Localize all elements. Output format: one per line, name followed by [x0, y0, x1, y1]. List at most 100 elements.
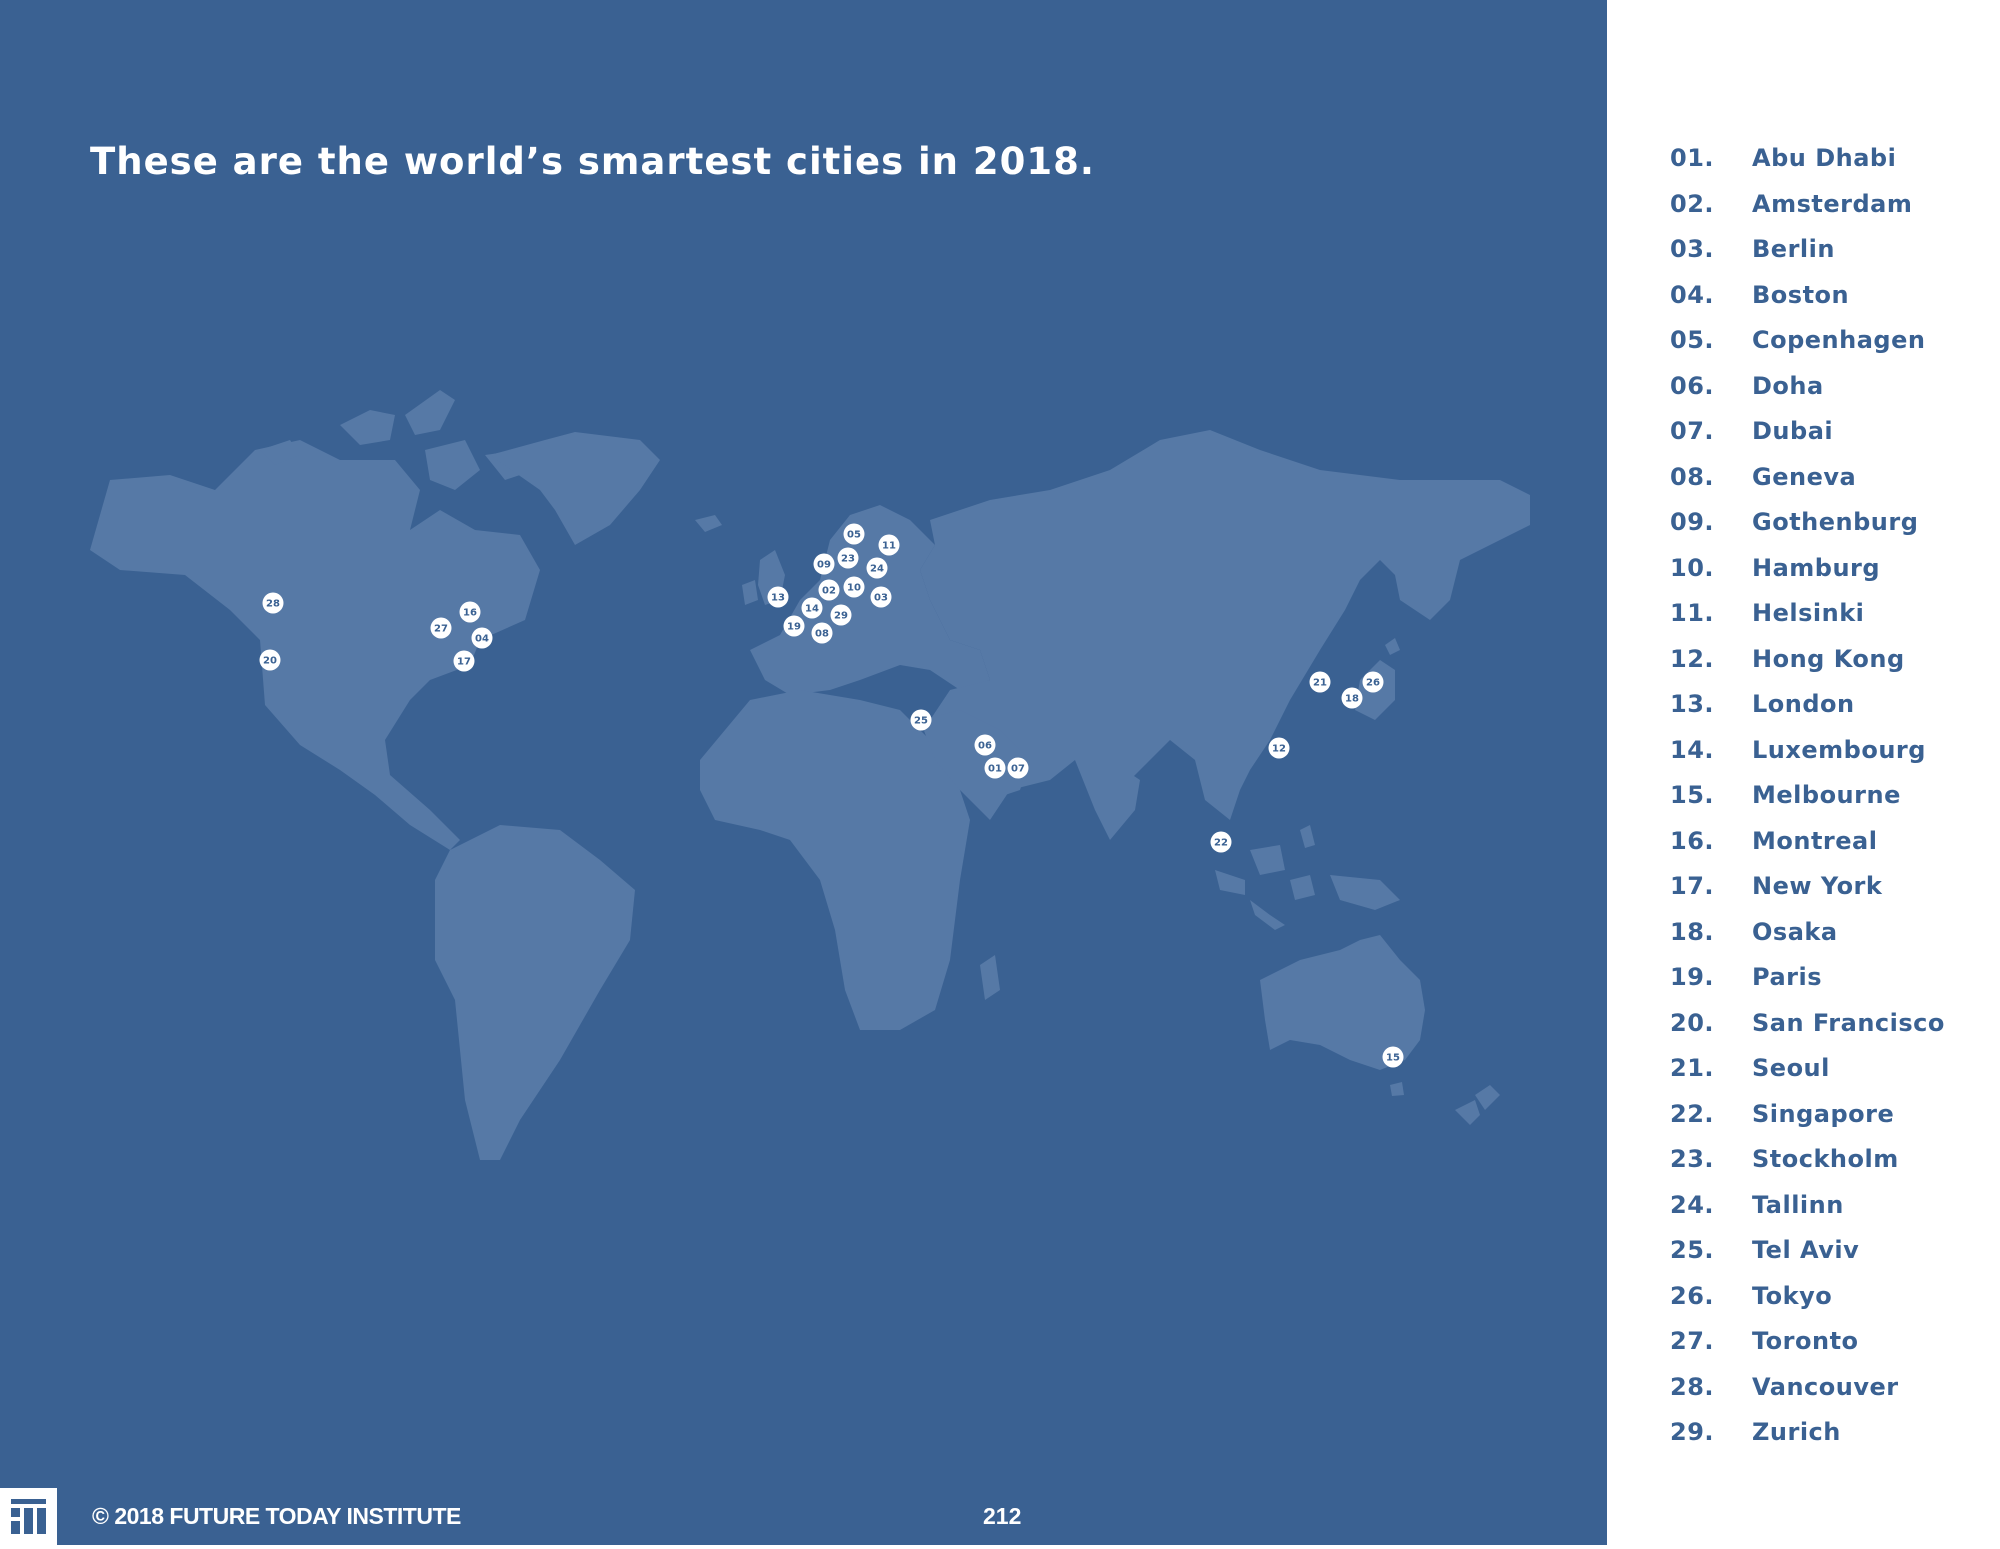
city-marker-26: 26 [1362, 671, 1384, 693]
marker-label: 13 [771, 593, 785, 604]
landmass-australia [1260, 935, 1425, 1070]
list-item: 02. Amsterdam [1670, 186, 1945, 232]
city-list: 01. Abu Dhabi 02. Amsterdam 03. Berlin 04. B… [1670, 140, 1945, 1460]
landmass-canada-islands-2 [405, 390, 455, 435]
city-number: 09. [1670, 508, 1715, 536]
marker-circle [813, 553, 835, 575]
city-name: New York [1752, 872, 1883, 900]
marker-circle [783, 615, 805, 637]
city-number: 11. [1670, 599, 1715, 627]
marker-circle [1309, 671, 1331, 693]
landmass-new-zealand-south [1455, 1100, 1480, 1125]
list-item: 05. Copenhagen [1670, 322, 1945, 368]
list-item: 28. Vancouver [1670, 1369, 1945, 1415]
marker-circle [1382, 1046, 1404, 1068]
list-item: 25. Tel Aviv [1670, 1232, 1945, 1278]
marker-circle [870, 586, 892, 608]
city-name: Osaka [1752, 917, 1838, 946]
marker-label: 09 [817, 560, 831, 571]
list-item: 20. San Francisco [1670, 1005, 1945, 1051]
city-name: Tel Aviv [1752, 1236, 1860, 1264]
list-item: 07. Dubai [1670, 413, 1945, 459]
city-marker-28: 28 [262, 592, 284, 614]
landmass-sea-islands-3 [1290, 875, 1315, 900]
list-item: 23. Stockholm [1670, 1141, 1945, 1187]
city-name: Helsinki [1752, 599, 1865, 627]
marker-label: 21 [1313, 678, 1327, 689]
city-name: Copenhagen [1752, 326, 1926, 354]
city-number: 16. [1670, 826, 1715, 855]
marker-circle [830, 604, 852, 626]
city-marker-21: 21 [1309, 671, 1331, 693]
city-marker-23: 23 [837, 547, 859, 569]
list-item: 15. Melbourne [1670, 777, 1945, 823]
city-number: 02. [1670, 189, 1715, 218]
city-marker-18: 18 [1341, 687, 1363, 709]
city-name: Montreal [1752, 826, 1878, 855]
marker-label: 17 [457, 657, 471, 668]
city-number: 07. [1670, 417, 1715, 445]
marker-circle [878, 534, 900, 556]
city-number: 15. [1670, 781, 1715, 809]
landmass-japan-north [1385, 638, 1400, 655]
city-marker-11: 11 [878, 534, 900, 556]
list-item: 19. Paris [1670, 959, 1945, 1005]
landmass-madagascar [980, 955, 1000, 1000]
city-name: Doha [1752, 371, 1824, 400]
list-item: 26. Tokyo [1670, 1278, 1945, 1324]
list-item: 17. New York [1670, 868, 1945, 914]
city-number: 29. [1670, 1418, 1715, 1446]
marker-label: 04 [475, 634, 489, 645]
city-marker-04: 04 [471, 627, 493, 649]
city-name: Singapore [1752, 1099, 1895, 1128]
marker-circle [767, 586, 789, 608]
city-name: Hong Kong [1752, 644, 1905, 673]
marker-circle [974, 734, 996, 756]
list-item: 11. Helsinki [1670, 595, 1945, 641]
marker-label: 05 [847, 530, 861, 541]
city-marker-13: 13 [767, 586, 789, 608]
list-item: 18. Osaka [1670, 914, 1945, 960]
marker-circle [471, 627, 493, 649]
city-marker-17: 17 [453, 650, 475, 672]
marker-label: 12 [1272, 744, 1286, 755]
city-name: Geneva [1752, 462, 1857, 491]
marker-label: 25 [914, 716, 928, 727]
marker-label: 20 [263, 656, 277, 667]
logo-icon [0, 1488, 57, 1545]
city-marker-03: 03 [870, 586, 892, 608]
city-number: 27. [1670, 1327, 1715, 1355]
marker-circle [837, 547, 859, 569]
city-marker-19: 19 [783, 615, 805, 637]
page-title: These are the world’s smartest cities in… [90, 140, 1095, 183]
city-number: 28. [1670, 1372, 1715, 1401]
city-name: Abu Dhabi [1752, 144, 1897, 172]
marker-label: 22 [1214, 838, 1228, 849]
city-name: Tallinn [1752, 1190, 1844, 1219]
list-item: 04. Boston [1670, 277, 1945, 323]
list-item: 12. Hong Kong [1670, 641, 1945, 687]
list-item: 21. Seoul [1670, 1050, 1945, 1096]
city-marker-16: 16 [459, 601, 481, 623]
landmass-canada-islands-3 [260, 440, 300, 465]
marker-label: 26 [1366, 678, 1380, 689]
city-number: 12. [1670, 644, 1715, 673]
city-name: Berlin [1752, 235, 1835, 263]
landmass-philippines [1300, 825, 1315, 848]
city-name: Hamburg [1752, 553, 1881, 582]
city-number: 23. [1670, 1145, 1715, 1173]
landmass-india [1075, 760, 1140, 840]
city-name: Boston [1752, 280, 1850, 309]
landmass-iceland [695, 515, 722, 532]
city-name: Vancouver [1752, 1372, 1899, 1401]
marker-label: 24 [870, 564, 884, 575]
city-marker-08: 08 [811, 622, 833, 644]
city-number: 08. [1670, 462, 1715, 491]
marker-circle [1210, 831, 1232, 853]
landmass-sumatra [1250, 900, 1285, 930]
list-item: 03. Berlin [1670, 231, 1945, 277]
city-name: Paris [1752, 963, 1822, 991]
city-marker-07: 07 [1007, 757, 1029, 779]
marker-label: 03 [874, 593, 888, 604]
city-marker-29: 29 [830, 604, 852, 626]
